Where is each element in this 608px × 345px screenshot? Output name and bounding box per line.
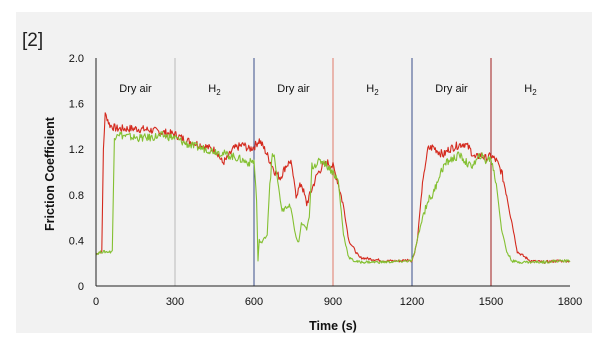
chart-panel [16, 12, 592, 333]
x-tick-label-6: 1800 [558, 296, 582, 308]
phase-labels: Dry air H2 Dry air H2 Dry air H2 [119, 83, 537, 97]
y-tick-label-1: 0.4 [69, 235, 84, 247]
x-tick-labels: 0 300 600 900 1200 1500 1800 [93, 296, 582, 308]
series-line-1 [95, 131, 571, 264]
x-tick-label-3: 900 [324, 296, 342, 308]
phase-label-5: H2 [524, 83, 537, 97]
series-line-0 [95, 112, 571, 264]
phase-label-3: H2 [366, 83, 379, 97]
y-axis-label: Friction Coefficient [43, 116, 57, 231]
phase-label-0: Dry air [119, 83, 152, 95]
reference-label: [2] [22, 30, 44, 51]
y-tick-label-3: 1.2 [69, 144, 84, 156]
x-tick-label-4: 1200 [400, 296, 424, 308]
x-tick-label-2: 600 [245, 296, 263, 308]
phase-label-subscript-3: 2 [374, 88, 379, 97]
y-tick-label-5: 2.0 [69, 53, 84, 65]
x-tick-label-5: 1500 [479, 296, 503, 308]
y-tick-label-4: 1.6 [69, 99, 84, 111]
x-axis-label: Time (s) [309, 319, 357, 333]
phase-label-subscript-5: 2 [532, 88, 537, 97]
x-tick-label-0: 0 [93, 296, 99, 308]
y-tick-label-2: 0.8 [69, 190, 84, 202]
x-tick-label-1: 300 [166, 296, 184, 308]
phase-label-4: Dry air [435, 83, 468, 95]
phase-label-1: H2 [208, 83, 221, 97]
phase-label-subscript-1: 2 [216, 88, 221, 97]
series-lines [95, 112, 571, 264]
y-tick-label-0: 0 [78, 281, 84, 293]
y-tick-labels: 0 0.4 0.8 1.2 1.6 2.0 [69, 53, 84, 293]
phase-label-2: Dry air [277, 83, 310, 95]
